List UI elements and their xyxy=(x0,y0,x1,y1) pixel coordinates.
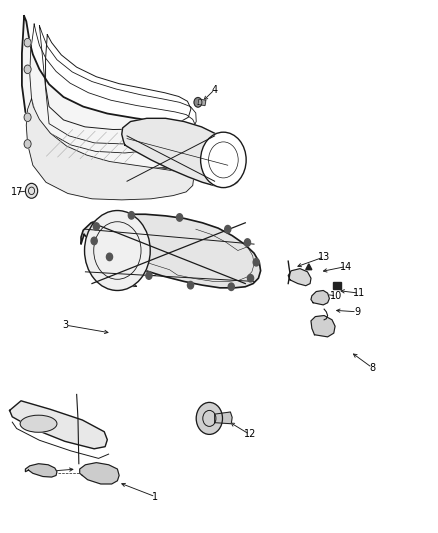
Text: 5: 5 xyxy=(92,267,99,277)
Circle shape xyxy=(146,272,152,279)
Polygon shape xyxy=(311,316,335,337)
Circle shape xyxy=(187,281,194,289)
Polygon shape xyxy=(122,118,240,187)
Text: 6: 6 xyxy=(117,275,124,285)
Polygon shape xyxy=(306,264,312,270)
Text: 9: 9 xyxy=(354,307,360,317)
Text: 16: 16 xyxy=(219,267,232,277)
Circle shape xyxy=(24,113,31,122)
Text: 3: 3 xyxy=(63,320,69,330)
Text: 11: 11 xyxy=(353,288,365,298)
Circle shape xyxy=(225,225,231,233)
Bar xyxy=(333,282,341,289)
Text: 14: 14 xyxy=(340,262,352,271)
Circle shape xyxy=(196,402,223,434)
Polygon shape xyxy=(215,412,232,424)
Text: 1: 1 xyxy=(152,492,159,502)
Text: 2: 2 xyxy=(40,467,46,477)
Text: 4: 4 xyxy=(212,85,218,94)
Polygon shape xyxy=(10,401,107,449)
Circle shape xyxy=(24,38,31,47)
Text: 13: 13 xyxy=(318,252,330,262)
Polygon shape xyxy=(81,214,261,288)
Text: 15: 15 xyxy=(146,269,159,278)
Polygon shape xyxy=(25,464,57,477)
Text: 7: 7 xyxy=(102,259,108,269)
Circle shape xyxy=(91,237,97,245)
Text: 17: 17 xyxy=(11,187,23,197)
Circle shape xyxy=(25,183,38,198)
Circle shape xyxy=(247,274,254,282)
Circle shape xyxy=(93,223,99,230)
Circle shape xyxy=(128,212,134,219)
Text: 12: 12 xyxy=(244,430,256,439)
Circle shape xyxy=(177,214,183,221)
Circle shape xyxy=(194,98,202,107)
Circle shape xyxy=(24,65,31,74)
Circle shape xyxy=(201,132,246,188)
Text: 8: 8 xyxy=(369,363,375,373)
Polygon shape xyxy=(311,290,329,305)
Ellipse shape xyxy=(20,415,57,432)
Circle shape xyxy=(85,211,150,290)
Circle shape xyxy=(106,253,113,261)
Polygon shape xyxy=(288,269,311,286)
Circle shape xyxy=(253,259,259,266)
Circle shape xyxy=(228,283,234,290)
Circle shape xyxy=(24,140,31,148)
Polygon shape xyxy=(22,16,207,169)
Circle shape xyxy=(244,239,251,246)
Polygon shape xyxy=(80,463,119,484)
Polygon shape xyxy=(198,99,206,106)
Text: 10: 10 xyxy=(330,291,343,301)
Polygon shape xyxy=(26,99,194,200)
